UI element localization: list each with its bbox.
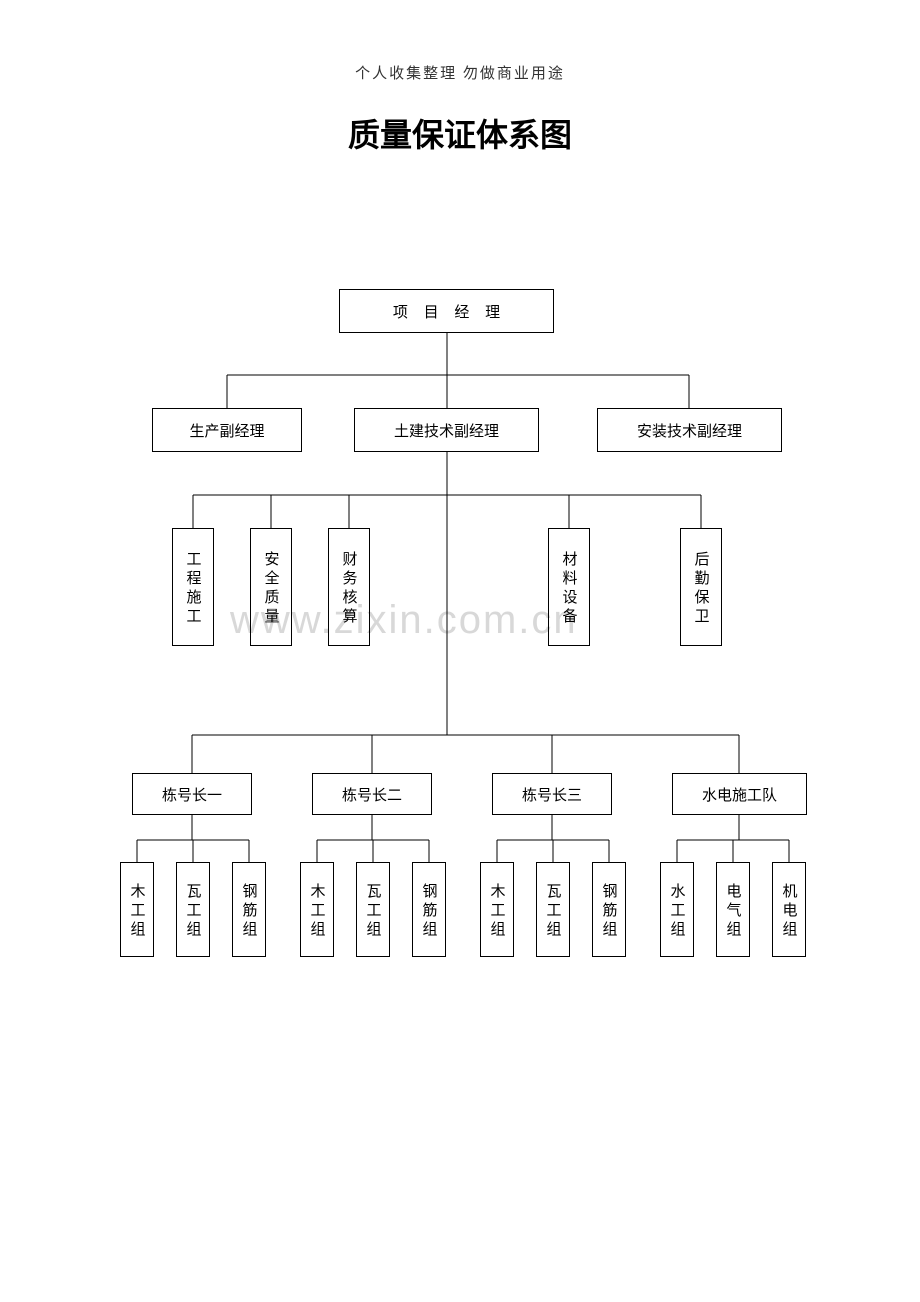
node-l2b: 土建技术副经理	[354, 408, 539, 452]
node-l5c3: 钢筋组	[592, 862, 626, 957]
node-root: 项 目 经 理	[339, 289, 554, 333]
node-l4b: 栋号长二	[312, 773, 432, 815]
node-l5c1: 木工组	[480, 862, 514, 957]
node-l2c: 安装技术副经理	[597, 408, 782, 452]
node-l5b1: 木工组	[300, 862, 334, 957]
node-l3a: 工程施工	[172, 528, 214, 646]
node-l5d2: 电气组	[716, 862, 750, 957]
node-l3c: 财务核算	[328, 528, 370, 646]
node-l5d1: 水工组	[660, 862, 694, 957]
node-l5a1: 木工组	[120, 862, 154, 957]
node-l2a: 生产副经理	[152, 408, 302, 452]
node-l5d3: 机电组	[772, 862, 806, 957]
node-l5b2: 瓦工组	[356, 862, 390, 957]
node-l4a: 栋号长一	[132, 773, 252, 815]
node-l3e: 后勤保卫	[680, 528, 722, 646]
node-l4c: 栋号长三	[492, 773, 612, 815]
node-l3d: 材料设备	[548, 528, 590, 646]
node-l4d: 水电施工队	[672, 773, 807, 815]
node-l5c2: 瓦工组	[536, 862, 570, 957]
node-l5b3: 钢筋组	[412, 862, 446, 957]
node-l5a3: 钢筋组	[232, 862, 266, 957]
node-l3b: 安全质量	[250, 528, 292, 646]
org-chart-edges	[0, 0, 920, 1302]
node-l5a2: 瓦工组	[176, 862, 210, 957]
